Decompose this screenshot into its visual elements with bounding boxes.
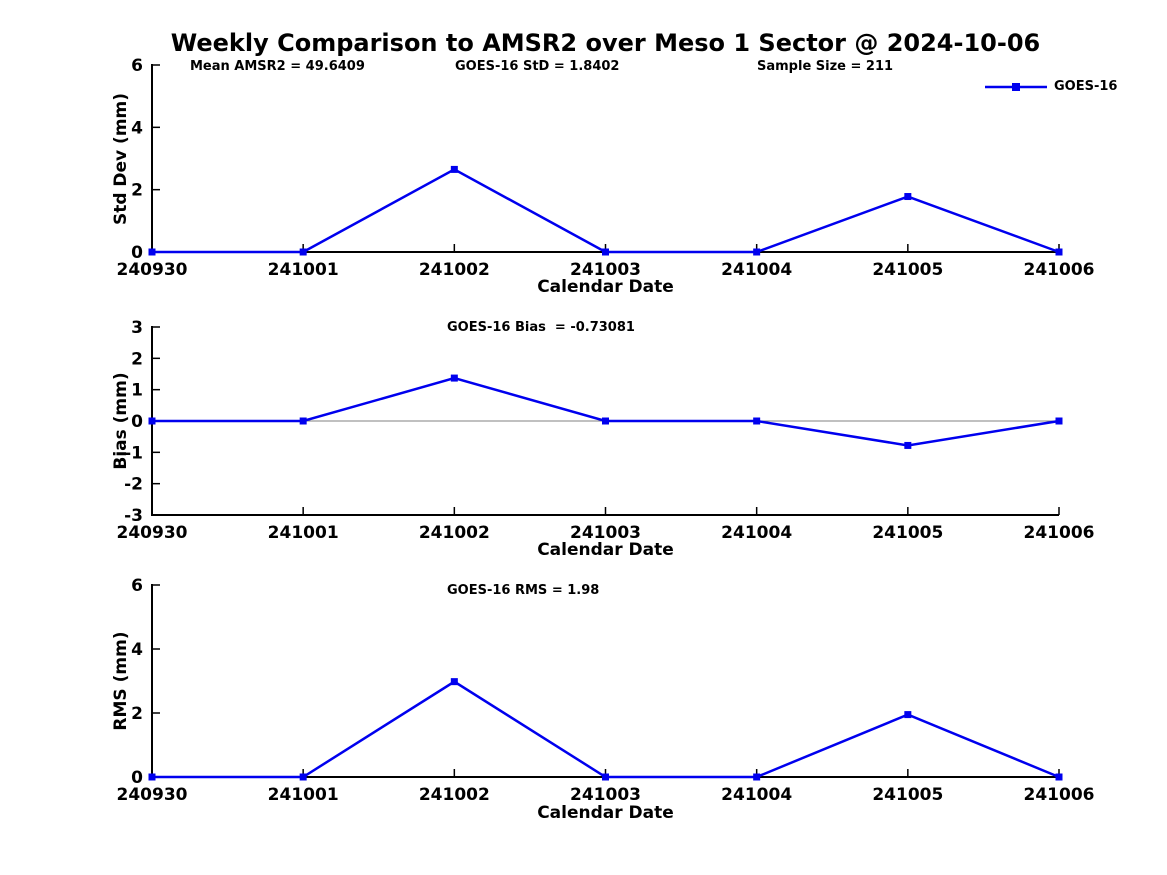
data-line bbox=[152, 167, 1060, 254]
y-tick-label: 0 bbox=[131, 243, 143, 263]
data-point-marker bbox=[299, 417, 307, 425]
x-tick-label: 241005 bbox=[872, 523, 943, 543]
data-point-marker bbox=[299, 248, 307, 256]
annotation-goes16-bias: GOES-16 Bias = -0.73081 bbox=[447, 320, 635, 335]
y-tick-label: 1 bbox=[131, 381, 143, 401]
x-tick-label: 241006 bbox=[1024, 260, 1095, 280]
y-tick-label: 6 bbox=[131, 56, 143, 76]
data-point-marker bbox=[148, 773, 156, 781]
x-tick-label: 241003 bbox=[570, 523, 641, 543]
y-tick-label: 2 bbox=[131, 349, 143, 369]
data-point-marker bbox=[450, 374, 458, 382]
y-tick-label: 4 bbox=[131, 118, 143, 138]
data-point-marker bbox=[904, 193, 912, 201]
data-line bbox=[152, 376, 1060, 447]
x-tick-label: 241005 bbox=[872, 785, 943, 805]
data-point-marker bbox=[1055, 417, 1063, 425]
x-axis-label-rms: Calendar Date bbox=[537, 803, 674, 823]
data-point-marker bbox=[148, 248, 156, 256]
y-tick-label: -1 bbox=[124, 443, 143, 463]
data-point-marker bbox=[602, 248, 609, 256]
annotation-sample-size: Sample Size = 211 bbox=[757, 59, 894, 74]
annotation-mean-amsr2: Mean AMSR2 = 49.6409 bbox=[190, 59, 365, 74]
data-point-marker bbox=[450, 165, 458, 173]
data-point-marker bbox=[602, 417, 609, 425]
x-tick-label: 241004 bbox=[721, 260, 792, 280]
x-tick-label: 241002 bbox=[419, 260, 490, 280]
data-point-marker bbox=[904, 711, 912, 719]
x-tick-label: 241006 bbox=[1024, 523, 1095, 543]
x-tick-label: 240930 bbox=[117, 523, 188, 543]
x-tick-label: 241002 bbox=[419, 523, 490, 543]
y-tick-label: 4 bbox=[131, 640, 143, 660]
x-tick-label: 241001 bbox=[268, 260, 339, 280]
x-tick-label: 241003 bbox=[570, 260, 641, 280]
y-tick-label: 0 bbox=[131, 412, 143, 432]
legend-label: GOES-16 bbox=[1054, 79, 1118, 94]
data-point-marker bbox=[450, 678, 458, 686]
data-point-marker bbox=[753, 248, 761, 256]
x-tick-label: 241001 bbox=[268, 785, 339, 805]
x-tick-label: 241002 bbox=[419, 785, 490, 805]
y-tick-label: 6 bbox=[131, 576, 143, 596]
annotation-goes16-std: GOES-16 StD = 1.8402 bbox=[455, 59, 620, 74]
y-tick-label: 0 bbox=[131, 768, 143, 788]
y-tick-label: 3 bbox=[131, 318, 143, 338]
chart-title: Weekly Comparison to AMSR2 over Meso 1 S… bbox=[170, 29, 1041, 57]
data-point-marker bbox=[753, 417, 761, 425]
x-tick-label: 241004 bbox=[721, 785, 792, 805]
data-point-marker bbox=[1055, 773, 1063, 781]
x-tick-label: 240930 bbox=[117, 260, 188, 280]
legend-marker-icon bbox=[1012, 83, 1020, 91]
x-tick-label: 241003 bbox=[570, 785, 641, 805]
data-point-marker bbox=[602, 773, 609, 781]
x-tick-label: 241005 bbox=[872, 260, 943, 280]
y-tick-label: 2 bbox=[131, 704, 143, 724]
x-axis-label-bias: Calendar Date bbox=[537, 540, 674, 560]
data-point-marker bbox=[1055, 248, 1063, 256]
x-tick-label: 241001 bbox=[268, 523, 339, 543]
x-tick-label: 240930 bbox=[117, 785, 188, 805]
y-tick-label: -2 bbox=[124, 475, 143, 495]
annotation-goes16-rms: GOES-16 RMS = 1.98 bbox=[447, 583, 600, 598]
data-point-marker bbox=[904, 441, 912, 449]
data-point-marker bbox=[148, 417, 156, 425]
data-line bbox=[152, 680, 1060, 779]
data-point-marker bbox=[299, 773, 307, 781]
y-tick-label: 2 bbox=[131, 181, 143, 201]
y-tick-label: -3 bbox=[124, 506, 143, 526]
x-tick-label: 241004 bbox=[721, 523, 792, 543]
x-axis-label-std-dev: Calendar Date bbox=[537, 277, 674, 297]
x-tick-label: 241006 bbox=[1024, 785, 1095, 805]
data-point-marker bbox=[753, 773, 761, 781]
